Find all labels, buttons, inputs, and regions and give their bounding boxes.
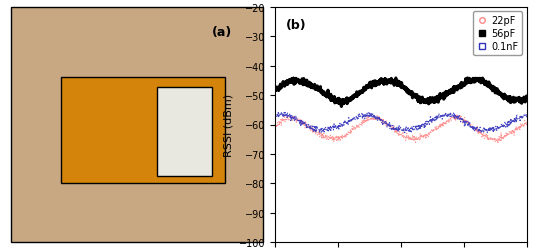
56pF xyxy=(464,77,471,80)
56pF xyxy=(473,79,480,82)
22pF xyxy=(298,122,305,125)
22pF xyxy=(272,126,279,129)
22pF xyxy=(524,122,530,125)
FancyBboxPatch shape xyxy=(157,88,213,177)
56pF xyxy=(524,97,530,100)
0.1nF xyxy=(383,122,390,125)
0.1nF xyxy=(374,119,381,122)
Line: 56pF: 56pF xyxy=(275,78,527,107)
Legend: 22pF, 56pF, 0.1nF: 22pF, 56pF, 0.1nF xyxy=(473,12,522,56)
Text: (a): (a) xyxy=(212,26,232,39)
0.1nF xyxy=(298,122,305,125)
56pF xyxy=(383,80,390,83)
FancyBboxPatch shape xyxy=(61,78,225,184)
56pF xyxy=(298,81,305,84)
Line: 0.1nF: 0.1nF xyxy=(275,112,527,134)
0.1nF xyxy=(445,114,452,116)
Y-axis label: RSSI (dBm): RSSI (dBm) xyxy=(223,94,233,156)
22pF xyxy=(473,129,480,132)
Text: (b): (b) xyxy=(285,19,306,32)
FancyBboxPatch shape xyxy=(11,8,263,242)
56pF xyxy=(374,81,381,84)
56pF xyxy=(469,81,476,84)
0.1nF xyxy=(473,128,480,131)
22pF xyxy=(374,115,380,118)
56pF xyxy=(445,92,452,95)
22pF xyxy=(445,119,451,122)
22pF xyxy=(454,114,460,117)
Line: 22pF: 22pF xyxy=(275,116,527,143)
22pF xyxy=(383,120,390,122)
56pF xyxy=(338,106,345,108)
0.1nF xyxy=(278,111,284,114)
22pF xyxy=(495,142,501,145)
56pF xyxy=(272,89,279,92)
0.1nF xyxy=(524,116,530,118)
0.1nF xyxy=(469,126,476,129)
0.1nF xyxy=(408,132,414,135)
22pF xyxy=(469,123,475,126)
0.1nF xyxy=(272,114,279,117)
